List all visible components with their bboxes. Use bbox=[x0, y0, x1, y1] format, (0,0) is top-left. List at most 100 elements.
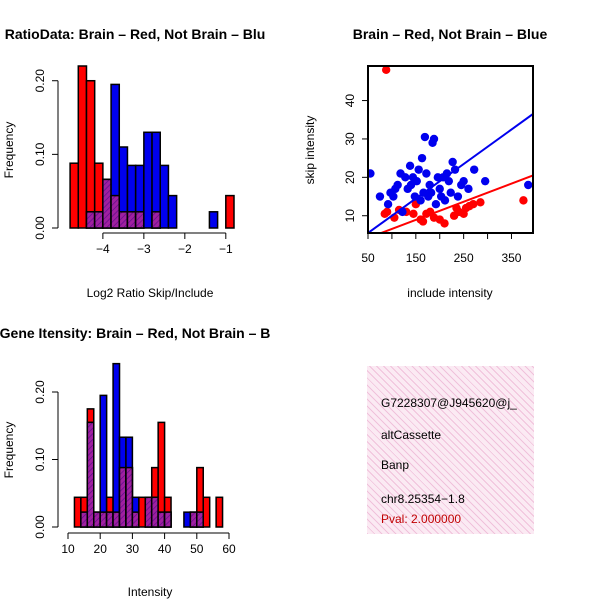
scatter-point-blue bbox=[412, 176, 421, 186]
ratio-histogram-xlabel: Log2 Ratio Skip/Include bbox=[87, 286, 214, 300]
intensity-x-tick-label: 30 bbox=[126, 542, 140, 556]
scatter-point-red bbox=[440, 219, 449, 228]
ratio-histogram-bars bbox=[69, 65, 235, 229]
scatter-point-blue bbox=[440, 196, 450, 205]
scatter-point-blue bbox=[401, 173, 410, 182]
scatter-axes: 50 150 250 350 10 20 30 40 bbox=[343, 65, 534, 265]
intensity-x-tick-label: 60 bbox=[222, 542, 236, 556]
ratio-x-tick-label: −2 bbox=[178, 242, 192, 256]
intensity-bar-overlap bbox=[196, 511, 204, 528]
scatter-point-blue bbox=[448, 157, 457, 167]
ratio-bar-blue bbox=[167, 194, 178, 229]
intensity-histogram-xlabel: Intensity bbox=[128, 585, 173, 599]
scatter-point-blue bbox=[375, 192, 385, 201]
intensity-bar-overlap bbox=[189, 511, 198, 528]
ratio-bar-overlap bbox=[134, 211, 145, 229]
ratio-bar-blue bbox=[143, 131, 153, 229]
scatter-x-tick-label: 50 bbox=[361, 251, 375, 265]
intensity-histogram: Gene Itensity: Brain – Red, Not Brain – … bbox=[0, 325, 270, 599]
ratio-x-tick-label: −3 bbox=[137, 242, 151, 256]
event-type-text: altCassette bbox=[381, 428, 442, 442]
ratio-histogram-title: RatioData: Brain – Red, Not Brain – Blu bbox=[5, 26, 266, 42]
intensity-x-tick-label: 50 bbox=[190, 542, 204, 556]
intensity-bar-red bbox=[138, 496, 147, 528]
intensity-bar-overlap bbox=[80, 511, 89, 528]
scatter-y-tick-label: 40 bbox=[343, 94, 357, 108]
scatter-marks bbox=[368, 66, 533, 233]
intensity-bar-overlap bbox=[112, 511, 121, 528]
intensity-bar-blue bbox=[99, 394, 108, 528]
scatter-point-blue bbox=[368, 169, 375, 178]
intensity-scatter: Brain – Red, Not Brain – Blue 50 150 250 35… bbox=[303, 26, 547, 300]
intensity-bar-overlap bbox=[105, 511, 114, 528]
intensity-y-tick-label: 0.20 bbox=[33, 380, 47, 404]
intensity-bar-overlap bbox=[118, 466, 127, 528]
fit-line-red bbox=[378, 174, 533, 233]
ratio-histogram-ylabel: Frequency bbox=[2, 122, 16, 179]
scatter-x-tick-label: 150 bbox=[406, 251, 426, 265]
intensity-bar-overlap bbox=[131, 511, 140, 528]
intensity-histogram-ylabel: Frequency bbox=[2, 422, 16, 479]
scatter-ylabel: skip intensity bbox=[303, 116, 317, 185]
intensity-bar-blue bbox=[183, 511, 192, 528]
intensity-y-tick-label: 0.00 bbox=[33, 515, 47, 539]
scatter-point-blue bbox=[469, 165, 479, 174]
intensity-histogram-title: Gene Itensity: Brain – Red, Not Brain – … bbox=[0, 325, 270, 341]
scatter-point-blue bbox=[405, 161, 415, 171]
intensity-bar-red bbox=[73, 496, 82, 528]
event-id-text: G7228307@J945620@j_ bbox=[381, 396, 517, 410]
scatter-point-blue bbox=[444, 176, 454, 186]
intensity-x-tick-label: 10 bbox=[61, 542, 75, 556]
ratio-x-tick-label: −1 bbox=[219, 242, 233, 256]
intensity-histogram-axes: 10 20 30 40 50 60 0.00 0.10 0.20 bbox=[33, 380, 236, 556]
scatter-point-blue bbox=[416, 196, 425, 205]
scatter-point-blue bbox=[426, 188, 436, 197]
event-info-panel: G7228307@J945620@j_ altCassette Banp chr… bbox=[367, 366, 534, 534]
ratio-bar-red bbox=[77, 65, 88, 229]
ratio-bar-overlap bbox=[110, 194, 121, 229]
ratio-y-tick-label: 0.20 bbox=[33, 69, 47, 93]
intensity-bar-overlap bbox=[125, 466, 134, 528]
pval-text: Pval: 2.000000 bbox=[381, 512, 462, 526]
scatter-point-blue bbox=[383, 200, 393, 209]
intensity-bar-overlap bbox=[163, 511, 172, 528]
ratio-bar-overlap bbox=[126, 211, 137, 229]
fit-line-blue bbox=[368, 113, 533, 233]
scatter-xlabel: include intensity bbox=[407, 286, 492, 300]
location-text: chr8.25354−1.8 bbox=[381, 492, 465, 506]
scatter-x-tick-label: 350 bbox=[501, 251, 521, 265]
ratio-bar-overlap bbox=[151, 211, 161, 229]
ratio-y-tick-label: 0.00 bbox=[33, 216, 47, 240]
scatter-point-blue bbox=[422, 169, 431, 178]
intensity-y-tick-label: 0.10 bbox=[33, 447, 47, 471]
intensity-x-tick-label: 20 bbox=[94, 542, 108, 556]
scatter-point-blue bbox=[414, 165, 423, 174]
scatter-y-tick-label: 30 bbox=[343, 132, 357, 146]
scatter-point-red bbox=[418, 217, 428, 226]
ratio-bar-overlap bbox=[118, 211, 129, 229]
scatter-y-tick-label: 20 bbox=[343, 170, 357, 184]
scatter-x-tick-label: 250 bbox=[454, 251, 474, 265]
intensity-x-tick-label: 40 bbox=[158, 542, 172, 556]
ratio-bar-overlap bbox=[85, 211, 96, 229]
intensity-bar-overlap bbox=[86, 421, 95, 528]
scatter-y-tick-label: 10 bbox=[343, 209, 357, 223]
ratio-bar-red bbox=[69, 162, 80, 229]
scatter-point-blue bbox=[393, 180, 402, 190]
scatter-point-red bbox=[382, 207, 392, 217]
scatter-point-blue bbox=[446, 188, 455, 197]
scatter-frame bbox=[367, 65, 534, 234]
ratio-bar-blue bbox=[208, 211, 219, 229]
gene-name-text: Banp bbox=[381, 458, 410, 472]
ratio-y-tick-label: 0.10 bbox=[33, 142, 47, 166]
intensity-bar-red bbox=[202, 496, 211, 528]
ratio-bar-red bbox=[85, 79, 96, 229]
scatter-title: Brain – Red, Not Brain – Blue bbox=[353, 26, 548, 42]
scatter-point-blue bbox=[435, 184, 444, 194]
scatter-point-red bbox=[476, 198, 485, 207]
intensity-bar-blue bbox=[112, 362, 121, 528]
intensity-bar-red bbox=[215, 496, 224, 528]
ratio-bar-overlap bbox=[102, 178, 112, 229]
scatter-point-red bbox=[409, 209, 418, 219]
intensity-bar-overlap bbox=[150, 496, 159, 528]
